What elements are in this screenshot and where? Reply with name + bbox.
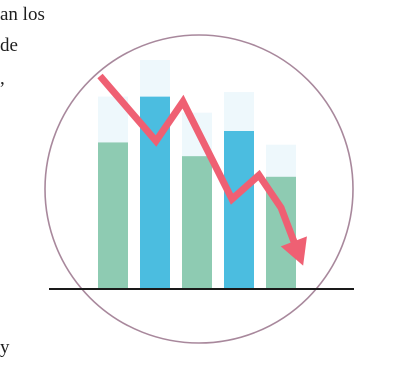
bar-1 [98, 142, 128, 289]
bar-3 [182, 156, 212, 289]
text-fragment-line-3: , [0, 68, 5, 89]
bar-4 [224, 130, 254, 289]
foreground-bars [98, 96, 296, 289]
text-fragment-line-2: de [0, 35, 18, 56]
text-fragment-line-4: y [0, 337, 10, 358]
downward-trend-arrow [97, 73, 307, 266]
trend-line [97, 73, 300, 249]
text-fragment-line-1: an los [0, 4, 45, 25]
trend-arrow-head [280, 236, 307, 266]
